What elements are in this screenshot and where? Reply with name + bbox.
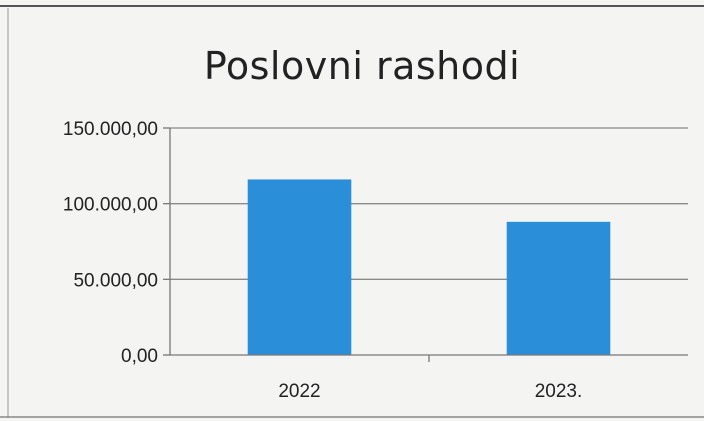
y-tick-label: 100.000,00 — [63, 195, 158, 216]
bar — [506, 221, 611, 355]
y-tick-label: 150.000,00 — [63, 119, 158, 140]
bar — [247, 179, 352, 355]
chart-title: Poslovni rashodi — [203, 44, 521, 88]
x-tick-label: 2023. — [535, 381, 583, 402]
y-tick-label: 50.000,00 — [73, 270, 158, 291]
x-tick-label: 2022 — [278, 381, 320, 402]
y-tick-label: 0,00 — [121, 346, 158, 367]
